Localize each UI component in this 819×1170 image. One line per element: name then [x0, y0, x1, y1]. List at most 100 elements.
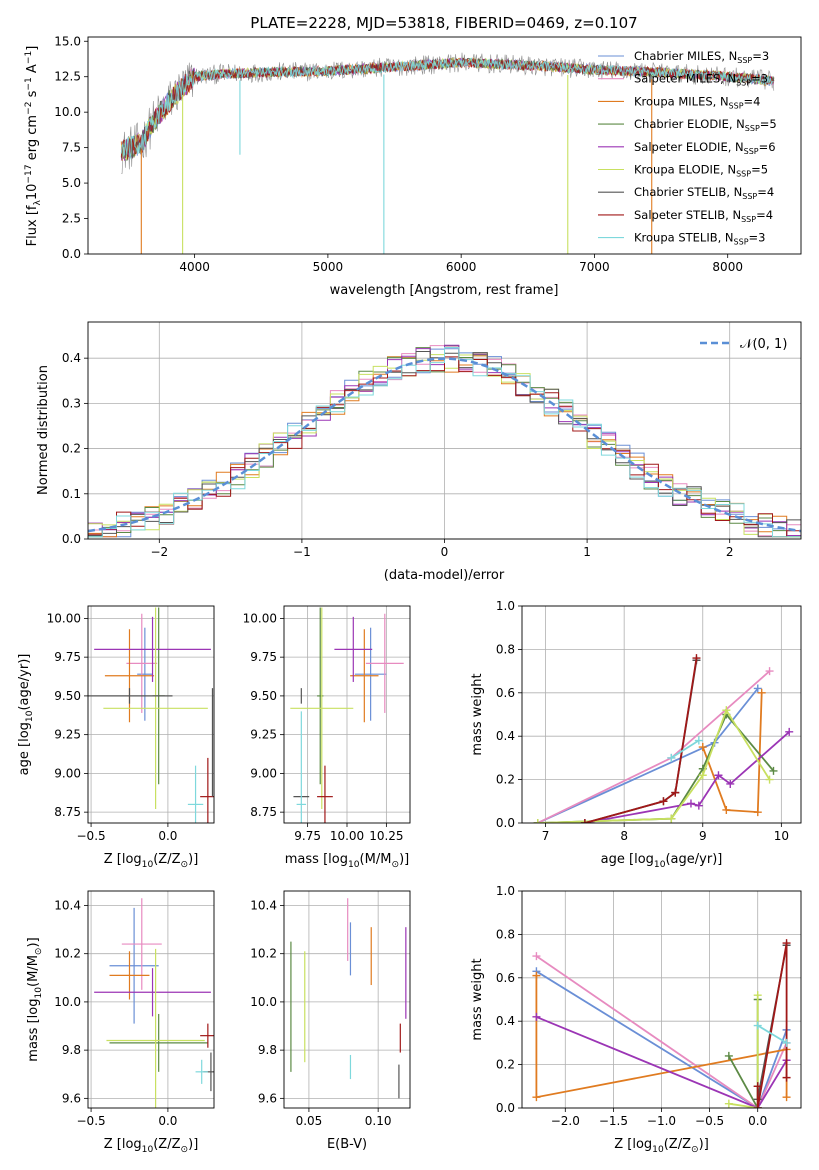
age-vs-z-panel-xlabel-part: ⊙	[181, 860, 189, 870]
histogram-kroupa_stelib	[88, 347, 801, 538]
legend-label-sub: SSP	[744, 147, 759, 156]
legend-label-part: Salpeter MILES, N	[634, 72, 736, 86]
y-tick-label: 0.0	[62, 247, 81, 261]
y-tick-label: 0.3	[62, 396, 81, 410]
spectrum-ylabel-part: −1	[24, 51, 34, 64]
axes-frame	[521, 605, 802, 824]
plot-area	[88, 607, 214, 823]
legend-label-part: =5	[751, 163, 768, 177]
spectrum-ylabel-part: A	[25, 64, 40, 77]
axes-frame	[283, 605, 411, 824]
normal-curve	[88, 357, 801, 533]
weight-marker	[532, 1093, 541, 1102]
spectrum-xlabel: wavelength [Angstrom, rest frame]	[330, 283, 559, 298]
legend-label-sub: SSP	[729, 101, 744, 110]
y-tick-label: 9.25	[54, 728, 81, 742]
weights-vs-z-panel-xlabel-part: )]	[699, 1137, 709, 1152]
legend-label: 𝒩(0, 1)	[740, 337, 787, 352]
weights-vs-z-panel-xlabel-part: ⊙	[691, 1145, 699, 1155]
weight-marker	[753, 808, 762, 817]
mass-vs-z-panel-xlabel-part: ⊙	[181, 1145, 189, 1155]
x-tick-label: 9	[699, 829, 707, 843]
weight-marker	[671, 788, 680, 797]
weight-marker	[722, 706, 731, 715]
legend-label: Kroupa ELODIE, NSSP=5	[634, 163, 768, 179]
weights-vs-age-panel-xlabel-part: 10	[654, 860, 666, 870]
y-tick-label: 8.75	[250, 805, 277, 819]
x-tick-label: 0.10	[365, 1114, 392, 1128]
spectrum-ylabel-part: ]	[25, 46, 40, 51]
y-tick-label: 0.6	[496, 971, 515, 985]
legend-label-part: Chabrier MILES, N	[634, 49, 737, 63]
legend-label: Salpeter ELODIE, NSSP=6	[634, 140, 776, 156]
weights-vs-z-panel-ylabel: mass weight	[470, 958, 485, 1040]
spectrum-ylabel-part: λ	[33, 200, 43, 206]
weight-marker	[667, 814, 676, 823]
age-vs-z-panel-ylabel-part: 10	[25, 710, 35, 722]
legend-label-sub: SSP	[737, 56, 752, 65]
legend-label: Salpeter STELIB, NSSP=4	[634, 208, 773, 224]
weight-line-chabrier_miles	[537, 687, 759, 823]
legend-label-part: =3	[752, 49, 769, 63]
weight-marker	[785, 727, 794, 736]
mass-vs-z-panel-ylabel-part: 10	[34, 987, 44, 999]
spectrum-ylabel-part: 10	[25, 184, 40, 201]
y-tick-label: 15.0	[54, 34, 81, 48]
y-tick-label: 0.0	[62, 532, 81, 546]
legend-label-part: =4	[756, 208, 773, 222]
axes-frame	[283, 890, 411, 1109]
weight-marker	[782, 1038, 791, 1047]
x-tick-label: 10.25	[369, 829, 403, 843]
x-tick-label: 6000	[446, 260, 477, 274]
y-tick-label: 9.00	[54, 766, 81, 780]
mass-vs-z-panel: −0.5 0.09.69.810.010.210.4Z [log10(Z/Z⊙)]…	[26, 890, 215, 1155]
y-tick-label: 0.1	[62, 487, 81, 501]
axes-frame	[87, 605, 215, 824]
mass-vs-z-panel-xlabel-part: )]	[188, 1137, 198, 1152]
weight-marker	[532, 971, 541, 980]
weight-marker	[782, 1093, 791, 1102]
y-tick-label: 10.2	[250, 947, 277, 961]
x-tick-label: 8000	[712, 260, 743, 274]
y-tick-label: 5.0	[62, 176, 81, 190]
y-tick-label: 2.5	[62, 212, 81, 226]
spectrum-ylabel-part: −17	[24, 164, 34, 183]
y-tick-label: 10.0	[250, 995, 277, 1009]
weight-marker	[765, 667, 774, 676]
weight-marker	[686, 799, 695, 808]
legend-label-part: Salpeter ELODIE, N	[634, 140, 744, 154]
mass-vs-z-panel-xlabel: Z [log10(Z/Z⊙)]	[104, 1137, 199, 1155]
weights-vs-age-panel-xlabel: age [log10(age/yr)]	[601, 852, 723, 870]
age-vs-mass-panel-xlabel-part: mass [log	[285, 852, 348, 867]
weight-marker	[782, 939, 791, 948]
age-vs-z-panel-ylabel-part: (age/yr)]	[17, 654, 32, 711]
y-tick-label: 10.00	[243, 611, 277, 625]
plot-area	[290, 607, 404, 823]
legend-label-part: =6	[759, 140, 776, 154]
legend-label-sub: SSP	[736, 170, 751, 179]
weight-marker	[753, 1082, 762, 1091]
x-tick-label: 0	[441, 545, 449, 559]
y-tick-label: 10.00	[47, 611, 81, 625]
spectrum-ylabel: Flux [fλ10−17 erg cm−2 s−1 A−1]	[24, 46, 43, 247]
y-tick-label: 9.6	[258, 1091, 277, 1105]
plot-area	[88, 344, 801, 538]
age-vs-mass-panel: 9.75 10.00 10.25 8.75 9.00 9.25 9.50 9.75 10.00 m…	[243, 605, 411, 870]
weight-marker	[757, 688, 766, 697]
figure-title: PLATE=2228, MJD=53818, FIBERID=0469, z=0…	[250, 14, 637, 32]
y-tick-label: 0.6	[496, 686, 515, 700]
y-tick-label: 9.6	[62, 1091, 81, 1105]
x-tick-label: −0.5	[77, 829, 106, 843]
weight-marker	[753, 991, 762, 1000]
y-tick-label: 7.5	[62, 141, 81, 155]
legend-label-part: =5	[760, 117, 777, 131]
plot-area	[120, 52, 775, 254]
weight-marker	[769, 766, 778, 775]
age-vs-z-panel-ylabel: age [log10(age/yr)]	[17, 654, 35, 776]
legend-label-sub: SSP	[741, 215, 756, 224]
legend-label: Kroupa MILES, NSSP=4	[634, 94, 760, 110]
weight-marker	[753, 1021, 762, 1030]
plot-area	[94, 898, 214, 1108]
weight-marker	[580, 819, 589, 823]
mass-vs-z-panel-ylabel: mass [log10(M/M⊙)]	[26, 937, 44, 1061]
